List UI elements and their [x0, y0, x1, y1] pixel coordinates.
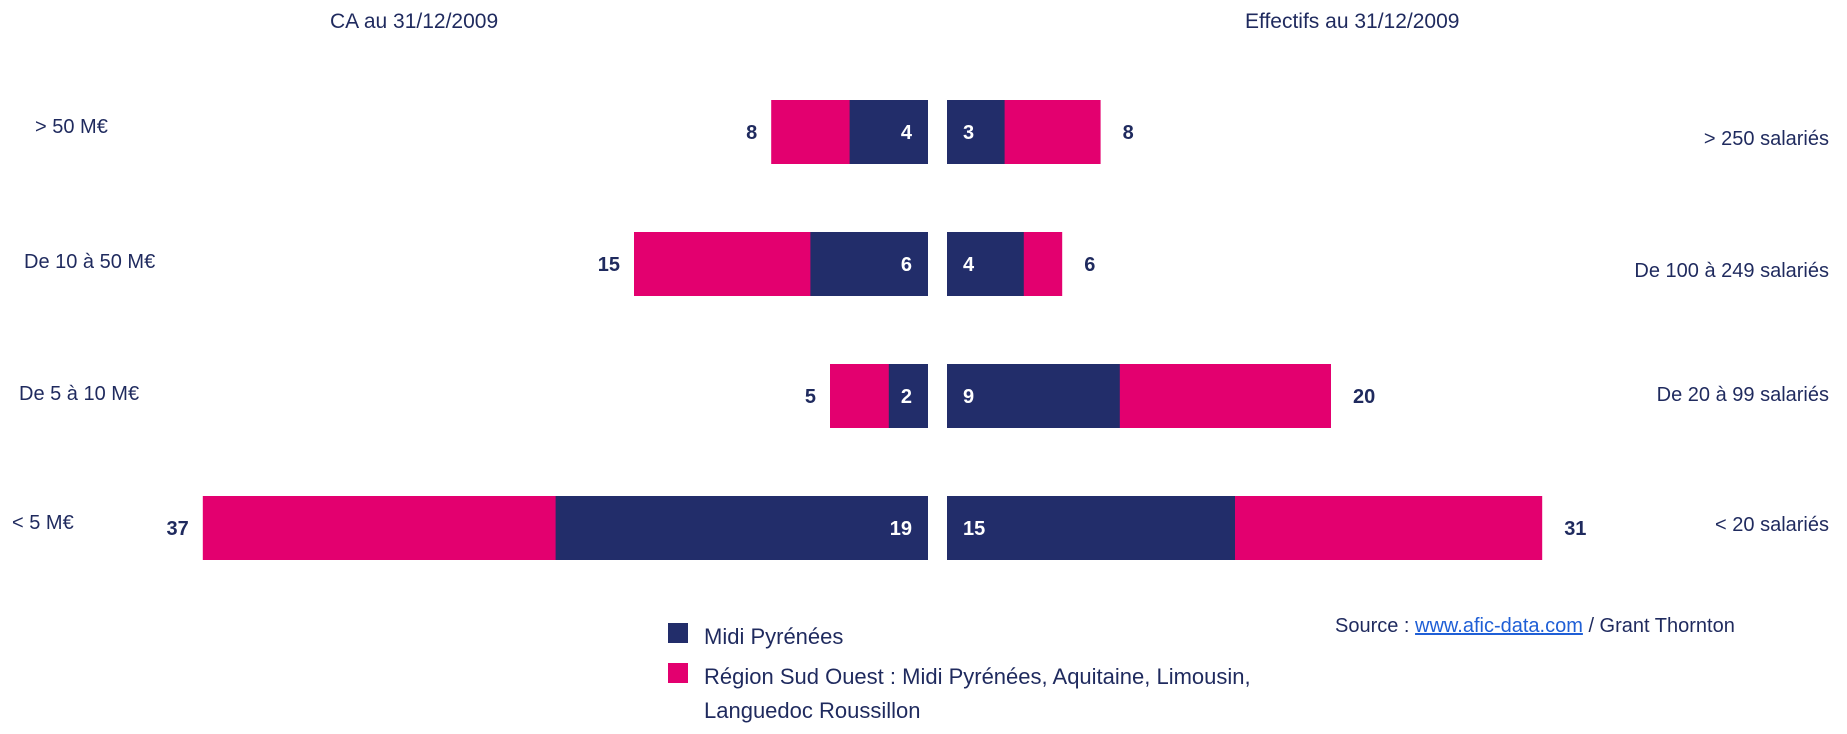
data-label-midi: 4 — [901, 122, 913, 144]
legend-item-midi: Midi Pyrénées — [668, 620, 1264, 654]
data-label-sud-ouest: 37 — [167, 518, 189, 540]
left-chart-title: CA au 31/12/2009 — [330, 10, 499, 33]
bar-midi — [947, 496, 1235, 560]
right-category-label: < 20 salariés — [1715, 514, 1829, 536]
left-category-label: De 5 à 10 M€ — [19, 383, 140, 405]
bar-midi — [810, 232, 928, 296]
data-label-midi: 9 — [963, 386, 974, 408]
right-category-label: De 20 à 99 salariés — [1656, 384, 1829, 406]
source-suffix: / Grant Thornton — [1582, 615, 1735, 637]
bar-midi — [947, 232, 1024, 296]
left-category-label: < 5 M€ — [12, 512, 74, 534]
bar-midi — [849, 100, 928, 164]
bar-midi — [947, 364, 1120, 428]
legend-label-midi: Midi Pyrénées — [704, 624, 844, 649]
data-label-midi: 15 — [963, 518, 985, 540]
data-label-midi: 3 — [963, 122, 974, 144]
data-label-midi: 19 — [890, 518, 912, 540]
data-label-midi: 4 — [963, 254, 975, 276]
bar-midi — [947, 100, 1005, 164]
source-note: Source : www.afic-data.com / Grant Thorn… — [1335, 615, 1735, 638]
data-label-midi: 6 — [901, 254, 912, 276]
right-chart-title: Effectifs au 31/12/2009 — [1245, 10, 1460, 33]
left-category-label: > 50 M€ — [35, 116, 108, 138]
data-label-sud-ouest: 31 — [1564, 518, 1586, 540]
legend-swatch-sud-ouest — [668, 663, 688, 683]
data-label-sud-ouest: 5 — [805, 386, 816, 408]
right-category-label: De 100 à 249 salariés — [1634, 260, 1829, 282]
bar-midi — [555, 496, 928, 560]
data-label-sud-ouest: 20 — [1353, 386, 1375, 408]
data-label-sud-ouest: 8 — [1123, 122, 1134, 144]
legend-swatch-midi — [668, 623, 688, 643]
legend-item-sud-ouest: Région Sud Ouest : Midi Pyrénées, Aquita… — [668, 660, 1264, 728]
butterfly-bar-chart: 4 8 3 8 6 15 4 6 2 5 9 20 19 37 15 31 — [167, 100, 1586, 560]
legend-label-sud-ouest: Région Sud Ouest : Midi Pyrénées, Aquita… — [704, 664, 1251, 723]
data-label-midi: 2 — [901, 386, 912, 408]
source-link[interactable]: www.afic-data.com — [1415, 615, 1583, 637]
data-label-sud-ouest: 8 — [746, 122, 757, 144]
data-label-sud-ouest: 6 — [1084, 254, 1095, 276]
data-label-sud-ouest: 15 — [598, 254, 620, 276]
bar-midi — [888, 364, 928, 428]
source-prefix: Source : — [1335, 615, 1416, 637]
left-category-label: De 10 à 50 M€ — [24, 251, 156, 273]
right-category-label: > 250 salariés — [1703, 128, 1829, 150]
